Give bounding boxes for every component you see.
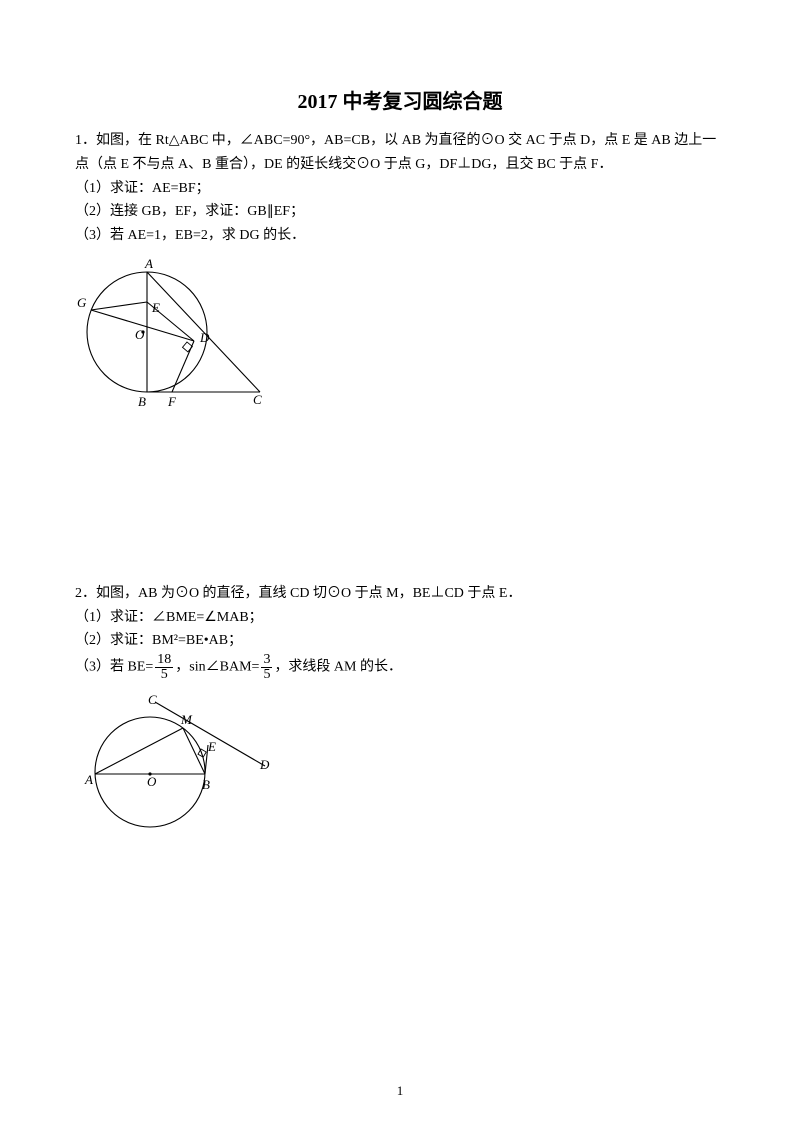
svg-text:E: E: [151, 300, 160, 315]
svg-text:C: C: [253, 392, 262, 407]
problem-2-part-1: （1）求证：∠BME=∠MAB；: [75, 606, 725, 630]
problem-1-body: 如图，在 Rt△ABC 中，∠ABC=90°，AB=CB，以 AB 为直径的⊙O…: [75, 133, 716, 172]
svg-text:A: A: [144, 256, 153, 271]
svg-text:A: A: [84, 772, 93, 787]
svg-text:C: C: [148, 694, 157, 707]
page-title: 2017 中考复习圆综合题: [75, 85, 725, 119]
p2p3-prefix: （3）若 BE=: [75, 660, 153, 675]
problem-1-num: 1．: [75, 133, 96, 148]
problem-1: 1．如图，在 Rt△ABC 中，∠ABC=90°，AB=CB，以 AB 为直径的…: [75, 129, 725, 426]
svg-text:E: E: [207, 739, 216, 754]
svg-text:B: B: [202, 777, 210, 792]
problem-1-part-3: （3）若 AE=1，EB=2，求 DG 的长．: [75, 224, 725, 248]
fraction-1: 185: [155, 653, 173, 682]
svg-text:O: O: [135, 327, 145, 342]
p2p3-suffix: ，求线段 AM 的长．: [274, 660, 402, 675]
svg-text:D: D: [199, 330, 210, 345]
problem-2-part-2: （2）求证：BM²=BE•AB；: [75, 629, 725, 653]
problem-1-figure: A G EO D B F C: [75, 252, 725, 426]
svg-text:O: O: [147, 774, 157, 789]
problem-2: 2．如图，AB 为⊙O 的直径，直线 CD 切⊙O 于点 M，BE⊥CD 于点 …: [75, 582, 725, 848]
p2p3-mid: ，sin∠BAM=: [175, 660, 259, 675]
problem-2-body: 如图，AB 为⊙O 的直径，直线 CD 切⊙O 于点 M，BE⊥CD 于点 E．: [96, 586, 521, 601]
problem-1-part-1: （1）求证：AE=BF；: [75, 177, 725, 201]
problem-2-figure: C ME D A O B: [75, 694, 725, 848]
svg-text:M: M: [180, 712, 193, 727]
svg-text:G: G: [77, 295, 87, 310]
svg-text:F: F: [167, 394, 177, 409]
problem-2-part-3: （3）若 BE=185，sin∠BAM=35，求线段 AM 的长．: [75, 653, 725, 682]
fraction-2: 35: [261, 653, 272, 682]
problem-1-part-2: （2）连接 GB，EF，求证：GB∥EF；: [75, 200, 725, 224]
problem-2-num: 2．: [75, 586, 96, 601]
svg-text:B: B: [138, 394, 146, 409]
page-number: 1: [0, 1080, 800, 1102]
svg-text:D: D: [259, 757, 270, 772]
